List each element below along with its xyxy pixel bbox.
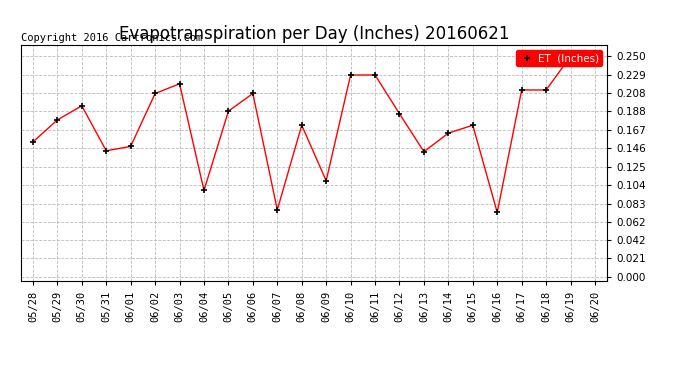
- Legend: ET  (Inches): ET (Inches): [516, 50, 602, 66]
- ET  (Inches): [371, 73, 380, 77]
- Title: Evapotranspiration per Day (Inches) 20160621: Evapotranspiration per Day (Inches) 2016…: [119, 26, 509, 44]
- ET  (Inches): [542, 88, 550, 92]
- Text: Copyright 2016 Cartronics.com: Copyright 2016 Cartronics.com: [21, 33, 202, 43]
- ET  (Inches): [346, 73, 355, 77]
- ET  (Inches): [200, 188, 208, 193]
- ET  (Inches): [566, 54, 575, 59]
- ET  (Inches): [53, 118, 61, 122]
- ET  (Inches): [469, 123, 477, 128]
- ET  (Inches): [29, 140, 37, 144]
- ET  (Inches): [224, 109, 233, 113]
- ET  (Inches): [248, 91, 257, 96]
- ET  (Inches): [126, 144, 135, 148]
- Line: ET  (Inches): ET (Inches): [30, 51, 598, 216]
- ET  (Inches): [322, 178, 331, 183]
- ET  (Inches): [395, 111, 404, 116]
- ET  (Inches): [78, 104, 86, 108]
- ET  (Inches): [518, 88, 526, 92]
- ET  (Inches): [420, 149, 428, 154]
- ET  (Inches): [444, 131, 453, 135]
- ET  (Inches): [297, 123, 306, 128]
- ET  (Inches): [591, 53, 599, 57]
- ET  (Inches): [493, 210, 502, 215]
- ET  (Inches): [175, 81, 184, 86]
- ET  (Inches): [102, 148, 110, 153]
- ET  (Inches): [273, 208, 282, 212]
- ET  (Inches): [151, 91, 159, 96]
